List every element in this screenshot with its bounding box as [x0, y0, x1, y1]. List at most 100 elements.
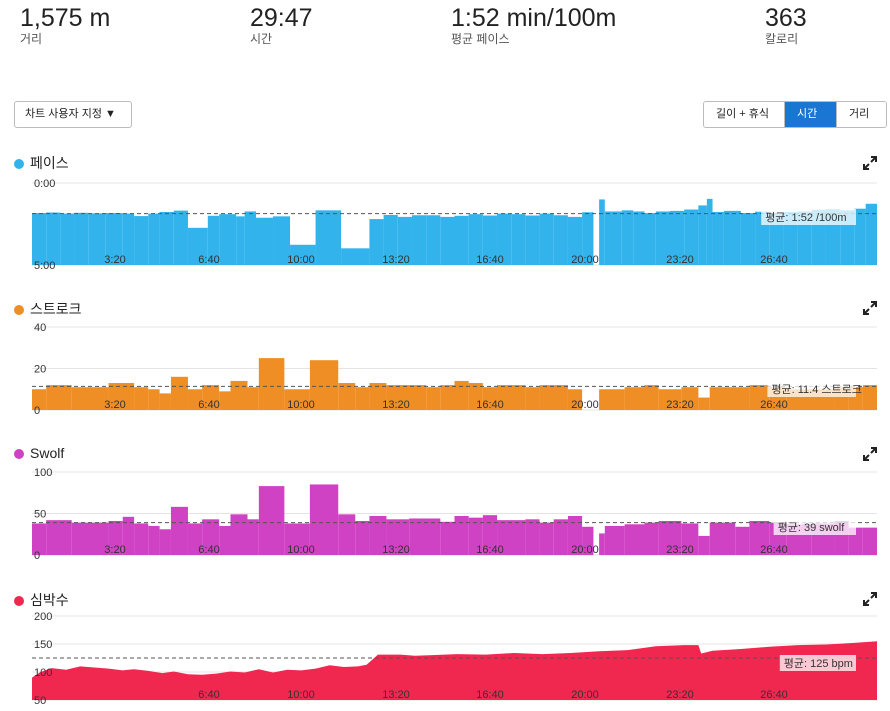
- bar: [582, 526, 594, 555]
- chart-title-strokes: 스트로크: [14, 299, 82, 319]
- chart-title-text: 페이스: [30, 155, 69, 171]
- bar: [567, 216, 583, 265]
- expand-icon[interactable]: [862, 155, 878, 171]
- bar: [219, 214, 237, 265]
- bar: [525, 387, 540, 410]
- bar: [230, 514, 248, 555]
- x-axis-mode-toggle: 길이 + 휴식 시간 거리: [703, 101, 887, 128]
- average-label-bg: [779, 655, 856, 671]
- bar: [426, 387, 441, 410]
- bar: [411, 215, 427, 265]
- bar: [134, 387, 149, 410]
- bar: [706, 198, 713, 265]
- bar: [644, 213, 656, 265]
- bar: [468, 517, 483, 555]
- bar: [624, 387, 645, 410]
- stat-distance: 1,575 m 거리: [20, 4, 110, 46]
- bar: [309, 360, 339, 410]
- expand-icon[interactable]: [862, 446, 878, 462]
- legend-dot: [14, 159, 24, 169]
- average-label: 평균: 125 bpm: [784, 657, 853, 670]
- stat-label: 거리: [20, 32, 43, 46]
- bar: [599, 389, 625, 410]
- bar: [46, 212, 61, 265]
- bar: [108, 383, 135, 410]
- bar: [148, 213, 160, 265]
- bar: [454, 515, 469, 555]
- bar: [735, 526, 750, 555]
- heart-rate-chart: 200 150 100 50 6:40 10:00 13:20 16:40 20:00 23:20…: [32, 611, 877, 707]
- bar: [862, 385, 877, 410]
- x-tick-label: 26:40: [760, 689, 788, 701]
- x-tick-label: 23:20: [666, 399, 694, 411]
- segment-distance[interactable]: 거리: [836, 102, 886, 127]
- bar: [684, 209, 699, 265]
- bar: [309, 484, 339, 555]
- bar: [698, 397, 710, 410]
- bar: [207, 215, 220, 265]
- bar: [497, 385, 526, 410]
- bar: [755, 211, 770, 265]
- average-label-bg: [767, 381, 856, 397]
- bar: [369, 383, 387, 410]
- average-label: 평균: 1:52 /100m: [765, 211, 846, 224]
- x-tick-label: 23:20: [666, 689, 694, 701]
- stat-avg-pace: 1:52 min/100m 평균 페이스: [451, 4, 616, 46]
- average-label-bg: [773, 519, 856, 535]
- bar: [159, 529, 171, 555]
- stat-label: 시간: [250, 32, 273, 46]
- bar: [369, 515, 387, 555]
- y-tick-label: 40: [34, 322, 46, 334]
- chart-title-pace: 페이스: [14, 153, 69, 173]
- bar: [468, 383, 483, 410]
- bar: [740, 213, 756, 265]
- bar: [74, 212, 89, 265]
- bar: [134, 523, 149, 555]
- legend-dot: [14, 305, 24, 315]
- x-tick-label: 20:00: [571, 689, 599, 701]
- expand-icon[interactable]: [862, 300, 878, 316]
- average-label: 평균: 11.4 스트로크: [771, 383, 861, 396]
- expand-icon[interactable]: [862, 591, 878, 607]
- bar: [539, 522, 554, 555]
- bar: [258, 358, 285, 410]
- y-tick-label: 5:00: [34, 260, 55, 270]
- bar: [71, 387, 109, 410]
- bar: [440, 216, 455, 265]
- x-tick-label: 6:40: [198, 544, 219, 556]
- y-tick-label: 50: [34, 509, 46, 521]
- x-tick-label: 3:20: [104, 399, 125, 411]
- bar: [865, 203, 877, 265]
- bar: [105, 213, 123, 265]
- x-tick-label: 13:20: [382, 254, 410, 266]
- bar: [482, 215, 498, 265]
- stat-value: 1:52 min/100m: [451, 4, 617, 32]
- y-tick-label: 100: [34, 467, 52, 479]
- segment-time[interactable]: 시간: [784, 102, 836, 127]
- bar: [202, 519, 220, 555]
- chart-title-heart-rate: 심박수: [14, 590, 69, 610]
- stat-label: 칼로리: [765, 32, 799, 46]
- x-tick-label: 16:40: [476, 544, 504, 556]
- x-tick-label: 23:20: [666, 544, 694, 556]
- bar: [670, 210, 685, 265]
- bar: [173, 210, 188, 265]
- stat-value: 363: [765, 4, 807, 32]
- customize-chart-button[interactable]: 차트 사용자 지정 ▼: [14, 101, 132, 128]
- stat-label: 평균 페이스: [451, 32, 510, 46]
- bar: [273, 216, 291, 265]
- bar: [599, 533, 605, 555]
- bar: [219, 391, 231, 410]
- bar: [644, 385, 659, 410]
- bar: [644, 522, 659, 555]
- segment-lengths-rest[interactable]: 길이 + 휴식: [704, 102, 784, 127]
- y-tick-label: 20: [34, 364, 46, 376]
- bar: [284, 389, 310, 410]
- bar: [497, 213, 512, 265]
- bar: [553, 215, 568, 265]
- bar: [854, 208, 866, 265]
- x-tick-label: 13:20: [382, 689, 410, 701]
- average-label-bg: [761, 209, 856, 225]
- x-tick-label: 6:40: [198, 689, 219, 701]
- y-tick-label: 0:00: [34, 178, 55, 190]
